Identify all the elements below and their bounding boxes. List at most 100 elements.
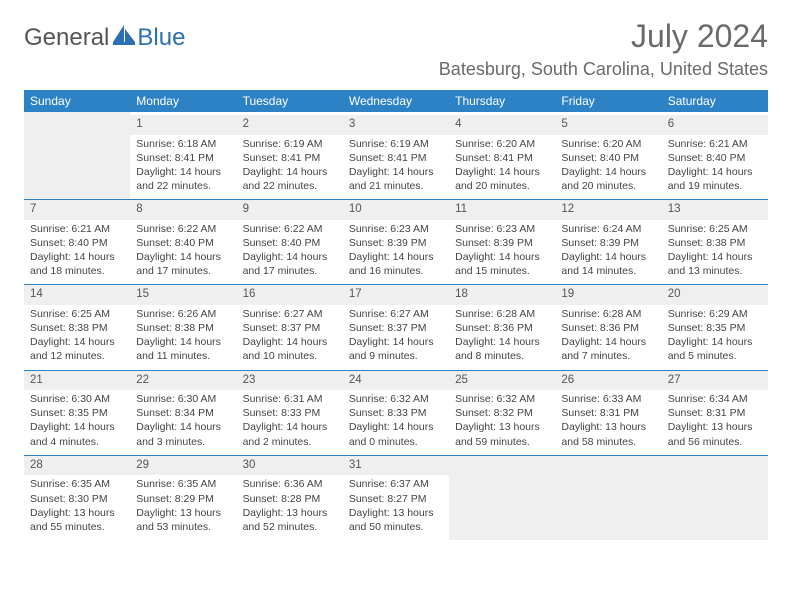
day-header-wednesday: Wednesday (343, 90, 449, 112)
sunset-text: Sunset: 8:40 PM (561, 151, 655, 165)
daylight-text: Daylight: 14 hours (455, 165, 549, 179)
day-number: 16 (237, 285, 343, 305)
sunrise-text: Sunrise: 6:33 AM (561, 392, 655, 406)
logo-text-blue: Blue (137, 24, 185, 52)
day-cell: 29Sunrise: 6:35 AMSunset: 8:29 PMDayligh… (130, 456, 236, 540)
day-cell: 21Sunrise: 6:30 AMSunset: 8:35 PMDayligh… (24, 371, 130, 456)
daylight-text: and 3 minutes. (136, 435, 230, 449)
sunset-text: Sunset: 8:33 PM (243, 406, 337, 420)
day-number: 3 (343, 115, 449, 135)
sunrise-text: Sunrise: 6:28 AM (561, 307, 655, 321)
day-cell: 25Sunrise: 6:32 AMSunset: 8:32 PMDayligh… (449, 371, 555, 456)
daylight-text: and 15 minutes. (455, 264, 549, 278)
day-header-monday: Monday (130, 90, 236, 112)
sunset-text: Sunset: 8:36 PM (455, 321, 549, 335)
day-number: 23 (237, 371, 343, 391)
sunrise-text: Sunrise: 6:31 AM (243, 392, 337, 406)
day-cell: 8Sunrise: 6:22 AMSunset: 8:40 PMDaylight… (130, 200, 236, 285)
daylight-text: and 7 minutes. (561, 349, 655, 363)
day-cell: 2Sunrise: 6:19 AMSunset: 8:41 PMDaylight… (237, 112, 343, 200)
day-number: 22 (130, 371, 236, 391)
daylight-text: and 20 minutes. (561, 179, 655, 193)
sunrise-text: Sunrise: 6:18 AM (136, 137, 230, 151)
day-cell: 18Sunrise: 6:28 AMSunset: 8:36 PMDayligh… (449, 285, 555, 370)
sunrise-text: Sunrise: 6:29 AM (668, 307, 762, 321)
day-number: 14 (24, 285, 130, 305)
sunset-text: Sunset: 8:40 PM (668, 151, 762, 165)
daylight-text: Daylight: 14 hours (455, 335, 549, 349)
daylight-text: Daylight: 13 hours (668, 420, 762, 434)
day-cell: 17Sunrise: 6:27 AMSunset: 8:37 PMDayligh… (343, 285, 449, 370)
sunrise-text: Sunrise: 6:22 AM (136, 222, 230, 236)
month-title: July 2024 (439, 18, 768, 55)
sunset-text: Sunset: 8:40 PM (243, 236, 337, 250)
day-number: 28 (24, 456, 130, 476)
day-number: 11 (449, 200, 555, 220)
sunrise-text: Sunrise: 6:21 AM (668, 137, 762, 151)
daylight-text: Daylight: 13 hours (136, 506, 230, 520)
daylight-text: and 13 minutes. (668, 264, 762, 278)
day-number: 17 (343, 285, 449, 305)
sunset-text: Sunset: 8:32 PM (455, 406, 549, 420)
day-number: 1 (130, 115, 236, 135)
day-cell: 14Sunrise: 6:25 AMSunset: 8:38 PMDayligh… (24, 285, 130, 370)
logo-text-general: General (24, 24, 109, 52)
day-cell: 6Sunrise: 6:21 AMSunset: 8:40 PMDaylight… (662, 112, 768, 200)
daylight-text: Daylight: 14 hours (136, 335, 230, 349)
sunrise-text: Sunrise: 6:32 AM (349, 392, 443, 406)
sunset-text: Sunset: 8:31 PM (668, 406, 762, 420)
day-header-thursday: Thursday (449, 90, 555, 112)
sunset-text: Sunset: 8:30 PM (30, 492, 124, 506)
sunrise-text: Sunrise: 6:24 AM (561, 222, 655, 236)
day-cell: 20Sunrise: 6:29 AMSunset: 8:35 PMDayligh… (662, 285, 768, 370)
sunrise-text: Sunrise: 6:26 AM (136, 307, 230, 321)
day-cell: 5Sunrise: 6:20 AMSunset: 8:40 PMDaylight… (555, 112, 661, 200)
week-row: 28Sunrise: 6:35 AMSunset: 8:30 PMDayligh… (24, 456, 768, 540)
sunset-text: Sunset: 8:41 PM (349, 151, 443, 165)
day-number: 12 (555, 200, 661, 220)
week-row: 21Sunrise: 6:30 AMSunset: 8:35 PMDayligh… (24, 371, 768, 456)
day-number: 7 (24, 200, 130, 220)
sunset-text: Sunset: 8:39 PM (561, 236, 655, 250)
daylight-text: and 55 minutes. (30, 520, 124, 534)
daylight-text: and 59 minutes. (455, 435, 549, 449)
week-row: 1 Sunrise: 6:18 AM Sunset: 8:41 PM Daylight… (24, 112, 768, 200)
day-cell: 4Sunrise: 6:20 AMSunset: 8:41 PMDaylight… (449, 112, 555, 200)
sunrise-text: Sunrise: 6:37 AM (349, 477, 443, 491)
day-header-saturday: Saturday (662, 90, 768, 112)
daylight-text: and 17 minutes. (243, 264, 337, 278)
daylight-text: Daylight: 13 hours (243, 506, 337, 520)
sunset-text: Sunset: 8:37 PM (349, 321, 443, 335)
daylight-text: Daylight: 13 hours (30, 506, 124, 520)
sunset-text: Sunset: 8:29 PM (136, 492, 230, 506)
day-cell: 15Sunrise: 6:26 AMSunset: 8:38 PMDayligh… (130, 285, 236, 370)
day-cell (449, 456, 555, 540)
page-header: General Blue July 2024 Batesburg, South … (24, 18, 768, 80)
daylight-text: Daylight: 14 hours (349, 335, 443, 349)
calendar-table: Sunday Monday Tuesday Wednesday Thursday… (24, 90, 768, 540)
sunrise-text: Sunrise: 6:21 AM (30, 222, 124, 236)
daylight-text: and 16 minutes. (349, 264, 443, 278)
sunrise-text: Sunrise: 6:36 AM (243, 477, 337, 491)
week-row: 14Sunrise: 6:25 AMSunset: 8:38 PMDayligh… (24, 285, 768, 370)
sunrise-text: Sunrise: 6:23 AM (455, 222, 549, 236)
day-cell (555, 456, 661, 540)
location-text: Batesburg, South Carolina, United States (439, 59, 768, 80)
sunset-text: Sunset: 8:40 PM (136, 236, 230, 250)
day-cell: 7Sunrise: 6:21 AMSunset: 8:40 PMDaylight… (24, 200, 130, 285)
daylight-text: Daylight: 14 hours (30, 335, 124, 349)
day-cell: 9Sunrise: 6:22 AMSunset: 8:40 PMDaylight… (237, 200, 343, 285)
daylight-text: and 12 minutes. (30, 349, 124, 363)
sunrise-text: Sunrise: 6:27 AM (243, 307, 337, 321)
day-number: 21 (24, 371, 130, 391)
daylight-text: Daylight: 13 hours (349, 506, 443, 520)
day-number: 19 (555, 285, 661, 305)
daylight-text: Daylight: 13 hours (455, 420, 549, 434)
day-cell: 10Sunrise: 6:23 AMSunset: 8:39 PMDayligh… (343, 200, 449, 285)
day-header-friday: Friday (555, 90, 661, 112)
day-header-row: Sunday Monday Tuesday Wednesday Thursday… (24, 90, 768, 112)
daylight-text: and 5 minutes. (668, 349, 762, 363)
daylight-text: Daylight: 14 hours (668, 250, 762, 264)
daylight-text: Daylight: 14 hours (136, 250, 230, 264)
sunset-text: Sunset: 8:41 PM (243, 151, 337, 165)
